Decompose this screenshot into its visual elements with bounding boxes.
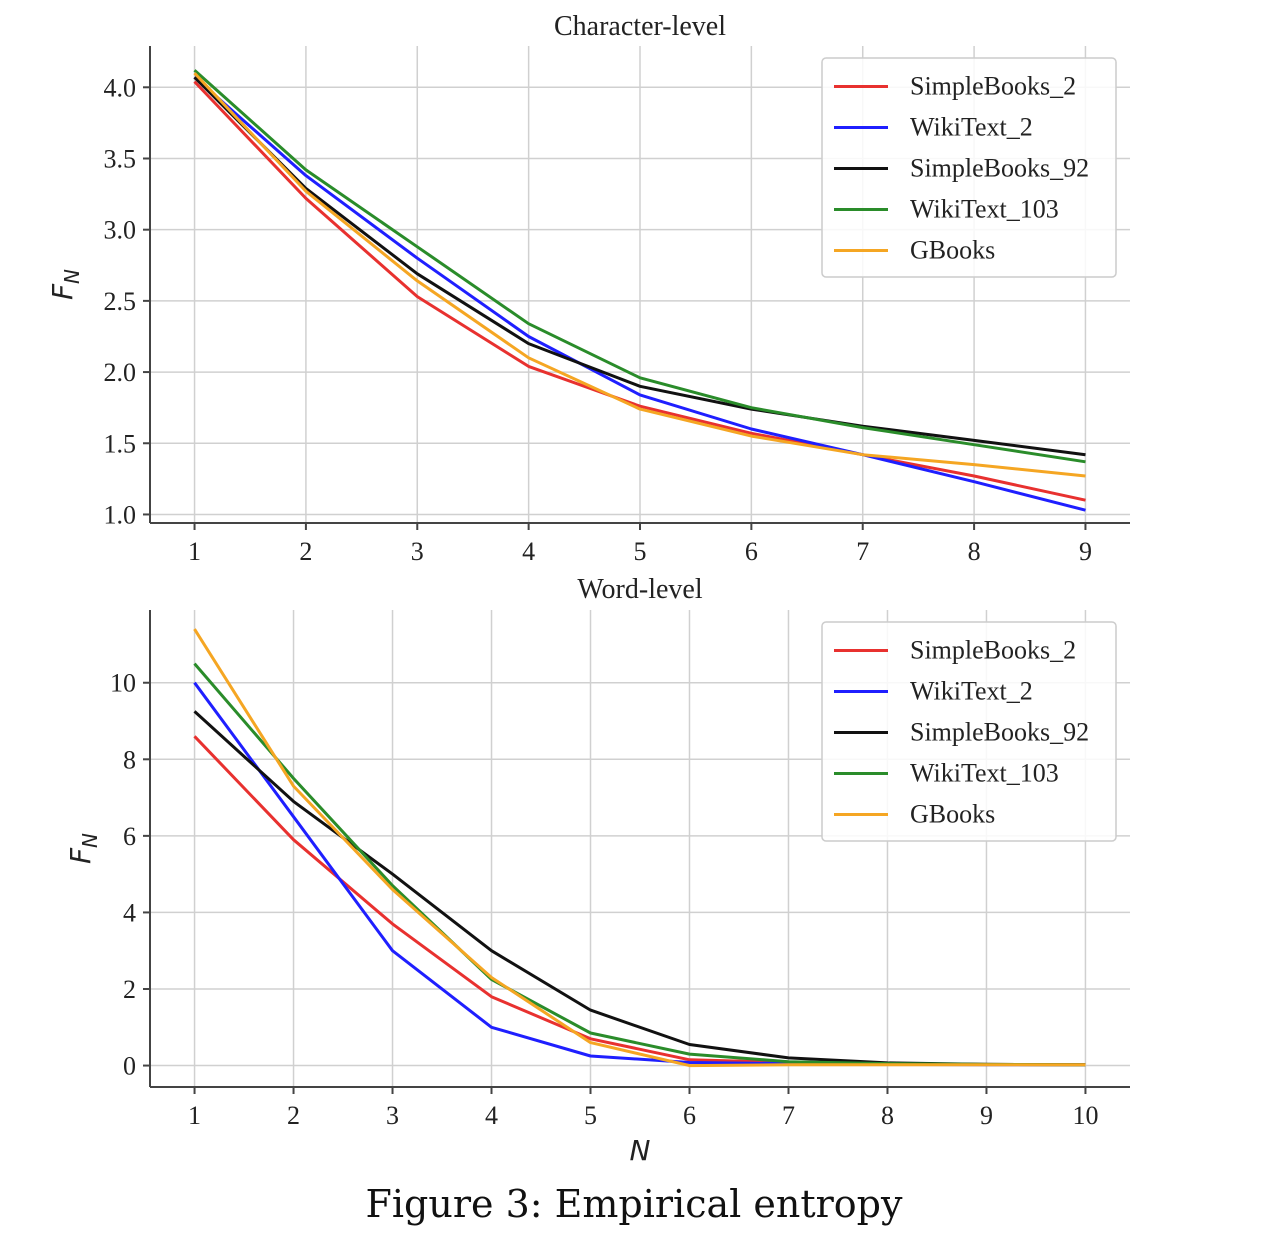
y-tick-label: 10 xyxy=(110,669,136,698)
y-tick-label: 1.0 xyxy=(104,500,137,529)
series-gbooks xyxy=(193,72,1086,478)
legend-box xyxy=(821,621,1117,842)
legend-label: SimpleBooks_2 xyxy=(910,72,1076,101)
y-axis-label: FN xyxy=(46,269,84,300)
legend-item: WikiText_2 xyxy=(834,113,1033,142)
x-tick-label: 10 xyxy=(1072,1101,1098,1130)
legend-item: WikiText_103 xyxy=(834,195,1059,224)
legend-label: SimpleBooks_92 xyxy=(910,718,1089,747)
x-tick-label: 1 xyxy=(188,537,201,566)
series-line xyxy=(193,80,1086,502)
y-tick-label: 4 xyxy=(123,898,136,927)
series-line xyxy=(193,72,1086,478)
x-tick-label: 6 xyxy=(683,1101,696,1130)
y-axis-label-subscript: N xyxy=(60,269,84,284)
legend: SimpleBooks_2 WikiText_2 SimpleBooks_92 Wik… xyxy=(821,621,1117,842)
series-line xyxy=(193,76,1086,512)
legend-item: WikiText_2 xyxy=(834,677,1033,706)
y-tick-label: 3.5 xyxy=(104,144,137,173)
x-tick-label: 1 xyxy=(188,1101,201,1130)
x-tick-label: 5 xyxy=(584,1101,597,1130)
x-tick-label: 8 xyxy=(968,537,981,566)
x-tick-label: 5 xyxy=(634,537,647,566)
x-tick-label: 9 xyxy=(980,1101,993,1130)
x-tick-label: 8 xyxy=(881,1101,894,1130)
y-tick-label: 0 xyxy=(123,1052,136,1081)
series-gbooks xyxy=(193,628,1086,1068)
y-tick-label: 3.0 xyxy=(104,216,137,245)
y-tick-label: 1.5 xyxy=(104,429,137,458)
x-tick-label: 3 xyxy=(386,1101,399,1130)
y-axis-label: FN xyxy=(64,833,102,864)
x-axis-label: N xyxy=(630,1134,651,1167)
legend-label: WikiText_2 xyxy=(910,113,1033,142)
x-tick-label: 4 xyxy=(485,1101,498,1130)
y-tick-label: 2.0 xyxy=(104,358,137,387)
legend-label: GBooks xyxy=(910,236,995,265)
chart-character-level: 1 2 3 4 5 6 7 8 9 1.0 1.5 2.0 2.5 3.0 3.5 4.0 Character-… xyxy=(46,11,1130,566)
x-tick-label: 9 xyxy=(1079,537,1092,566)
chart-title: Character-level xyxy=(554,11,726,42)
legend-item: SimpleBooks_2 xyxy=(834,636,1076,665)
y-tick-label: 2.5 xyxy=(104,287,137,316)
series-line xyxy=(193,628,1086,1068)
x-tick-label: 4 xyxy=(522,537,535,566)
legend-item: GBooks xyxy=(834,800,995,829)
legend-label: GBooks xyxy=(910,800,995,829)
legend-item: GBooks xyxy=(834,236,995,265)
x-tick-label: 3 xyxy=(411,537,424,566)
y-axis-label-main: F xyxy=(46,283,79,300)
series-wikitext-103 xyxy=(193,69,1086,464)
y-tick-label: 8 xyxy=(123,745,136,774)
legend-label: WikiText_2 xyxy=(910,677,1033,706)
y-tick-label: 4.0 xyxy=(104,73,137,102)
legend-item: SimpleBooks_92 xyxy=(834,154,1089,183)
chart-title: Word-level xyxy=(577,574,702,605)
legend-item: SimpleBooks_92 xyxy=(834,718,1089,747)
y-axis-label-subscript: N xyxy=(78,833,102,848)
legend: SimpleBooks_2 WikiText_2 SimpleBooks_92 Wik… xyxy=(821,57,1117,278)
legend-item: WikiText_103 xyxy=(834,759,1059,788)
legend-item: SimpleBooks_2 xyxy=(834,72,1076,101)
legend-label: WikiText_103 xyxy=(910,195,1059,224)
x-tick-label: 2 xyxy=(287,1101,300,1130)
series-simplebooks-2 xyxy=(193,80,1086,502)
legend-box xyxy=(821,57,1117,278)
legend-label: SimpleBooks_92 xyxy=(910,154,1089,183)
figure-caption: Figure 3: Empirical entropy xyxy=(365,1182,903,1226)
series-line xyxy=(193,69,1086,464)
y-axis-label-main: F xyxy=(64,847,97,864)
chart-word-level: 1 2 3 4 5 6 7 8 9 100246810Word-levelFNNSimpleBoo… xyxy=(64,574,1130,1167)
x-tick-label: 2 xyxy=(299,537,312,566)
y-tick-label: 6 xyxy=(123,822,136,851)
x-tick-label: 6 xyxy=(745,537,758,566)
x-tick-label: 7 xyxy=(856,537,869,566)
x-tick-label: 7 xyxy=(782,1101,795,1130)
legend-label: SimpleBooks_2 xyxy=(910,636,1076,665)
y-tick-label: 2 xyxy=(123,975,136,1004)
legend-label: WikiText_103 xyxy=(910,759,1059,788)
